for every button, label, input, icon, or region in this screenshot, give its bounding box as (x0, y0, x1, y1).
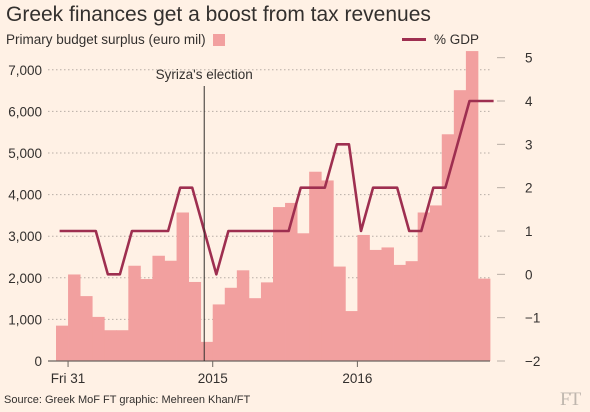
gdp-line-layer (59, 99, 494, 276)
bar (224, 287, 238, 361)
bar (56, 325, 69, 361)
y-tick-label: 3,000 (8, 229, 42, 244)
axes: 0 1,000 2,000 3,000 4,000 5,000 6,000 7,000 −2 −1… (8, 51, 540, 386)
bar (429, 205, 443, 361)
y2-tick-label: 1 (525, 224, 533, 239)
y2-tick-label: 0 (525, 267, 533, 282)
bar (393, 264, 407, 361)
bar (381, 247, 394, 361)
x-tick-label: 2015 (198, 371, 228, 386)
bar (441, 134, 455, 361)
gdp-line (59, 99, 494, 276)
bar (345, 311, 358, 361)
bar (164, 260, 177, 361)
grid-lines (48, 69, 490, 320)
y-tick-label: 4,000 (8, 188, 42, 203)
y2-tick-label: 2 (525, 181, 533, 196)
bar (273, 207, 286, 361)
bar (465, 51, 479, 361)
x-tick-label: Fri 31 (51, 371, 86, 386)
bar (188, 281, 202, 361)
y-tick-label: 5,000 (8, 146, 42, 161)
annotation-layer: Syriza's election (156, 67, 253, 361)
bar (68, 274, 81, 361)
bar (321, 180, 334, 361)
ft-logo: FT (560, 389, 581, 410)
y2-tick-label: −2 (525, 354, 540, 369)
bar (297, 233, 310, 361)
source-note: Source: Greek MoF FT graphic: Mehreen Kh… (4, 394, 251, 406)
legend-line: % GDP (402, 32, 479, 47)
bar (333, 266, 346, 361)
legend-bars-swatch (212, 33, 225, 46)
y2-tick-label: −1 (525, 311, 540, 326)
bar (200, 341, 214, 361)
y-tick-label: 7,000 (8, 63, 42, 78)
bar (453, 90, 467, 362)
legend-bars-label: Primary budget surplus (euro mil) (6, 32, 206, 47)
bar (477, 278, 491, 361)
bar (152, 255, 165, 361)
y2-tick-label: 5 (525, 51, 533, 66)
bar (104, 330, 117, 361)
bar (260, 282, 274, 361)
bar (92, 316, 105, 361)
bar (357, 234, 370, 361)
bar (285, 202, 298, 361)
y-tick-label: 6,000 (8, 104, 42, 119)
y-tick-label: 0 (34, 354, 42, 369)
bar (236, 270, 250, 361)
legend-line-swatch (402, 38, 426, 41)
y2-tick-label: 4 (525, 94, 533, 109)
bar (116, 330, 129, 361)
bar (417, 212, 431, 361)
bar (248, 298, 262, 361)
y-tick-label: 1,000 (8, 312, 42, 327)
bars (56, 51, 491, 362)
bar (212, 304, 226, 361)
bar (309, 171, 322, 361)
event-annotation-label: Syriza's election (156, 67, 253, 82)
bar (405, 261, 419, 361)
bar (140, 279, 153, 361)
y-tick-label: 2,000 (8, 271, 42, 286)
bar (128, 265, 141, 361)
chart-title: Greek finances get a boost from tax reve… (6, 3, 431, 26)
bar (80, 296, 93, 361)
y2-tick-label: 3 (525, 137, 533, 152)
bar (176, 212, 190, 361)
legend-bars: Primary budget surplus (euro mil) (6, 32, 225, 47)
bar (369, 249, 382, 361)
x-tick-label: 2016 (342, 371, 372, 386)
legend-line-label: % GDP (434, 32, 480, 47)
